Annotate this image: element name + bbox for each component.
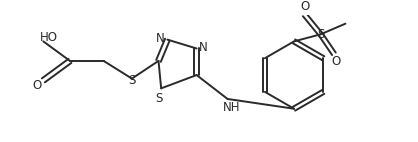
Text: S: S xyxy=(317,28,324,41)
Text: S: S xyxy=(155,92,163,105)
Text: S: S xyxy=(128,74,135,87)
Text: NH: NH xyxy=(222,101,240,114)
Text: O: O xyxy=(33,79,42,92)
Text: O: O xyxy=(300,0,309,13)
Text: N: N xyxy=(156,32,165,45)
Text: O: O xyxy=(331,55,340,68)
Text: N: N xyxy=(199,41,208,54)
Text: HO: HO xyxy=(40,31,58,44)
